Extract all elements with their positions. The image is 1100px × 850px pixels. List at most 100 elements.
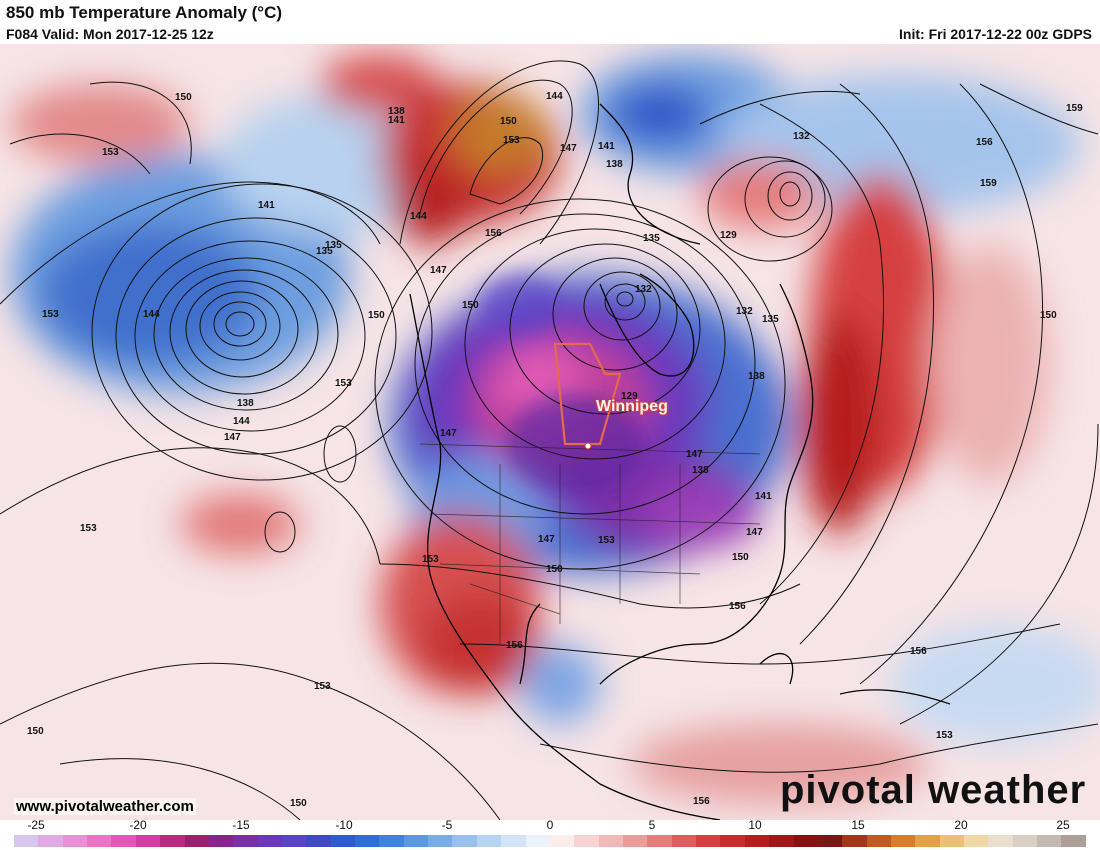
- contour-label: 147: [224, 432, 241, 443]
- contour-label: 159: [1066, 103, 1083, 114]
- colorbar-swatch: [744, 835, 770, 847]
- colorbar-swatch: [988, 835, 1013, 847]
- website-link[interactable]: www.pivotalweather.com: [14, 798, 196, 815]
- contour-label: 156: [693, 796, 710, 807]
- colorbar-tick: 25: [1056, 818, 1070, 832]
- colorbar-swatch: [549, 835, 575, 847]
- contour-label: 153: [42, 309, 59, 320]
- colorbar-swatch: [330, 835, 356, 847]
- colorbar-swatch: [574, 835, 599, 847]
- colorbar-swatch: [62, 835, 88, 847]
- colorbar-swatch: [257, 835, 282, 847]
- colorbar-swatch: [769, 835, 794, 847]
- colorbar-swatch: [622, 835, 648, 847]
- colorbar-tick: -15: [232, 818, 250, 832]
- contour-label: 144: [410, 211, 427, 222]
- colorbar-swatch: [87, 835, 112, 847]
- contour-label: 153: [102, 147, 119, 158]
- contour-label: 150: [500, 116, 517, 127]
- colorbar-swatch: [208, 835, 234, 847]
- colorbar-swatch: [14, 835, 39, 847]
- contour-label: 138: [748, 371, 765, 382]
- colorbar-swatch: [671, 835, 697, 847]
- valid-time: F084 Valid: Mon 2017-12-25 12z: [6, 26, 214, 42]
- colorbar-swatch: [379, 835, 404, 847]
- coastlines: [409, 103, 951, 820]
- contour-label: 138: [388, 106, 405, 117]
- contour-label: 147: [686, 449, 703, 460]
- contour-label: 138: [606, 159, 623, 170]
- contour-label: 144: [233, 416, 250, 427]
- contour-label: 129: [621, 391, 638, 402]
- colorbar-swatch: [720, 835, 745, 847]
- contour-label: 159: [980, 178, 997, 189]
- colorbar-swatch: [1012, 835, 1038, 847]
- colorbar-ticks: -25 -20 -15 -10 -5 0 5 10 15 20 25: [0, 818, 1100, 834]
- contour-label: 156: [976, 137, 993, 148]
- weather-map[interactable]: 150 153 144 138 141 150 153 147 156 141 …: [0, 44, 1100, 820]
- colorbar-swatch: [452, 835, 477, 847]
- colorbar-tick: -25: [27, 818, 45, 832]
- contour-label: 156: [910, 646, 927, 657]
- colorbar-tick: 5: [648, 818, 656, 832]
- contour-label: 144: [546, 91, 563, 102]
- colorbar-swatch: [111, 835, 136, 847]
- contour-label: 141: [258, 200, 275, 211]
- contour-label: 153: [314, 681, 331, 692]
- contour-label: 153: [335, 378, 352, 389]
- contour-label: 153: [80, 523, 97, 534]
- contour-label: 138: [692, 465, 709, 476]
- contour-label: 153: [936, 730, 953, 741]
- colorbar-swatch: [598, 835, 623, 847]
- colorbar-swatch: [1061, 835, 1086, 847]
- contour-label: 141: [388, 115, 405, 126]
- colorbar-swatch: [866, 835, 891, 847]
- contour-label: 156: [485, 228, 502, 239]
- map-svg: 150 153 144 138 141 150 153 147 156 141 …: [0, 44, 1100, 820]
- map-title: 850 mb Temperature Anomaly (°C): [6, 3, 283, 22]
- contour-label: 144: [143, 309, 160, 320]
- colorbar-swatch: [403, 835, 429, 847]
- colorbar-swatch: [355, 835, 380, 847]
- colorbar: [14, 835, 1086, 847]
- colorbar-swatch: [842, 835, 867, 847]
- city-label-winnipeg: Winnipeg: [596, 398, 668, 415]
- colorbar-swatch: [939, 835, 965, 847]
- height-contours: [0, 60, 1099, 820]
- colorbar-swatch: [501, 835, 526, 847]
- colorbar-swatch: [281, 835, 307, 847]
- contour-label: 135: [325, 240, 342, 251]
- colorbar-tick: -20: [129, 818, 147, 832]
- colorbar-swatch: [647, 835, 672, 847]
- colorbar-tick: 15: [851, 818, 865, 832]
- contour-label: 129: [720, 230, 737, 241]
- contour-label: 150: [290, 798, 307, 809]
- contour-label: 153: [598, 535, 615, 546]
- map-header: 850 mb Temperature Anomaly (°C) F084 Val…: [0, 0, 1100, 44]
- colorbar-swatch: [476, 835, 502, 847]
- colorbar-swatch: [135, 835, 161, 847]
- contour-label: 150: [1040, 310, 1057, 321]
- contour-label: 150: [175, 92, 192, 103]
- contour-label: 147: [746, 527, 763, 538]
- manitoba-outline: [553, 342, 622, 446]
- brand-logo: pivotal weather: [780, 768, 1087, 812]
- colorbar-swatch: [890, 835, 916, 847]
- contour-label: 153: [503, 135, 520, 146]
- colorbar-swatch: [915, 835, 940, 847]
- colorbar-swatch: [306, 835, 331, 847]
- contour-label: 150: [368, 310, 385, 321]
- init-time: Init: Fri 2017-12-22 00z GDPS: [899, 26, 1092, 42]
- contour-label: 141: [598, 141, 615, 152]
- colorbar-swatch: [793, 835, 818, 847]
- contour-label: 147: [560, 143, 577, 154]
- colorbar-swatch: [428, 835, 453, 847]
- contour-label: 135: [762, 314, 779, 325]
- colorbar-swatch: [964, 835, 989, 847]
- contour-label: 156: [729, 601, 746, 612]
- colorbar-tick: 20: [954, 818, 968, 832]
- contour-label: 147: [440, 428, 457, 439]
- colorbar-swatch: [696, 835, 721, 847]
- colorbar-tick: 0: [546, 818, 554, 832]
- colorbar-swatch: [184, 835, 209, 847]
